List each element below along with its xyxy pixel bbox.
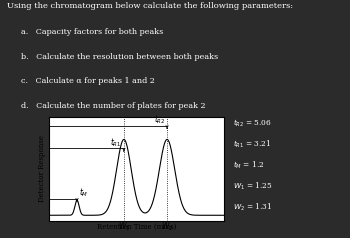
Text: $t_{R1}$: $t_{R1}$ xyxy=(111,136,122,149)
Text: $W_2$ = 1.31: $W_2$ = 1.31 xyxy=(233,201,272,213)
Text: b.   Calculate the resolution between both peaks: b. Calculate the resolution between both… xyxy=(21,53,218,61)
Text: $W_1$: $W_1$ xyxy=(118,220,130,233)
Text: $t_M$ = 1.2: $t_M$ = 1.2 xyxy=(233,159,265,171)
X-axis label: Retention Time (mins): Retention Time (mins) xyxy=(97,223,176,231)
Text: $t_{R1}$ = 3.21: $t_{R1}$ = 3.21 xyxy=(233,139,271,150)
Text: $t_{M}$: $t_{M}$ xyxy=(79,187,88,199)
Y-axis label: Detector Response: Detector Response xyxy=(38,136,46,202)
Text: c.   Calculate α for peaks 1 and 2: c. Calculate α for peaks 1 and 2 xyxy=(21,77,155,85)
Text: $W_1$ = 1.25: $W_1$ = 1.25 xyxy=(233,180,273,192)
Text: $t_{R2}$ = 5.06: $t_{R2}$ = 5.06 xyxy=(233,118,272,129)
Text: $W_2$: $W_2$ xyxy=(161,220,173,233)
Text: a.   Capacity factors for both peaks: a. Capacity factors for both peaks xyxy=(21,28,163,36)
Text: d.   Calculate the number of plates for peak 2: d. Calculate the number of plates for pe… xyxy=(21,102,205,110)
Text: $t_{R2}$: $t_{R2}$ xyxy=(154,114,165,126)
Text: Using the chromatogram below calculate the following parameters:: Using the chromatogram below calculate t… xyxy=(7,2,293,10)
